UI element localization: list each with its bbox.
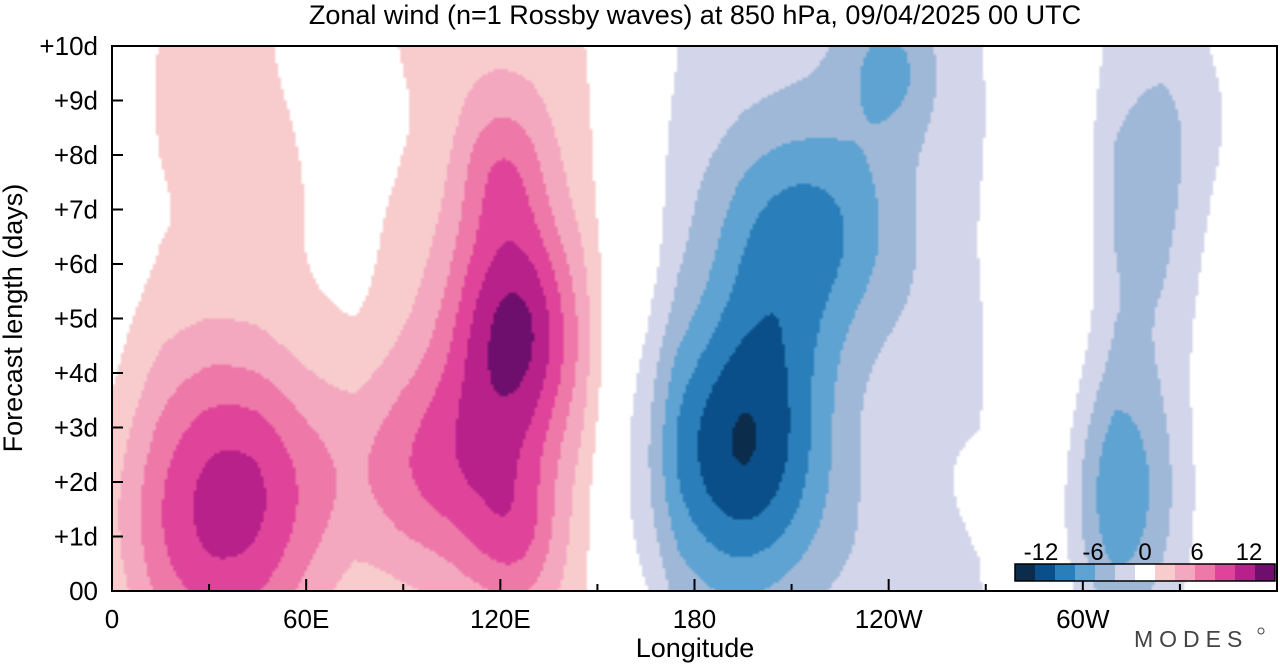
contour-field bbox=[112, 46, 1277, 591]
contour-raster bbox=[112, 46, 1277, 591]
y-tick-label: +4d bbox=[54, 358, 98, 388]
colorbar-swatch bbox=[1075, 564, 1096, 581]
colorbar-legend: -12 -6 0 6 12 bbox=[1014, 539, 1276, 582]
colorbar-swatch bbox=[1015, 564, 1036, 581]
x-tick-label: 60E bbox=[283, 604, 329, 634]
chart-title: Zonal wind (n=1 Rossby waves) at 850 hPa… bbox=[309, 0, 1081, 30]
colorbar-label: 6 bbox=[1190, 539, 1203, 566]
colorbar-swatch bbox=[1095, 564, 1116, 581]
y-axis: 00 +1d +2d +3d +4d +5d +6d +7d +8d +9d +10d bbox=[39, 31, 123, 606]
colorbar-swatch bbox=[1155, 564, 1176, 581]
y-tick-label: +9d bbox=[54, 86, 98, 116]
y-tick-label: +7d bbox=[54, 195, 98, 225]
y-tick-label: 00 bbox=[69, 576, 98, 606]
y-tick-label: +10d bbox=[39, 31, 98, 61]
y-tick-label: +3d bbox=[54, 413, 98, 443]
registered-mark-icon bbox=[1257, 627, 1265, 635]
y-tick-label: +1d bbox=[54, 522, 98, 552]
y-tick-label: +8d bbox=[54, 140, 98, 170]
colorbar-label: -12 bbox=[1024, 539, 1059, 566]
x-tick-label: 180 bbox=[673, 604, 716, 634]
colorbar-swatch bbox=[1135, 564, 1156, 581]
colorbar-swatch bbox=[1035, 564, 1056, 581]
x-axis: 0 60E 120E 180 120W 60W bbox=[105, 579, 1181, 634]
colorbar-label: 12 bbox=[1236, 539, 1263, 566]
y-axis-label: Forecast length (days) bbox=[0, 184, 28, 453]
y-tick-label: +6d bbox=[54, 249, 98, 279]
colorbar-label: 0 bbox=[1138, 539, 1151, 566]
x-tick-label: 0 bbox=[105, 604, 119, 634]
colorbar-swatch bbox=[1235, 564, 1256, 581]
colorbar-swatch bbox=[1175, 564, 1196, 581]
colorbar-swatch bbox=[1255, 564, 1276, 581]
y-tick-label: +2d bbox=[54, 467, 98, 497]
colorbar-frame bbox=[1014, 563, 1276, 582]
colorbar-swatch bbox=[1195, 564, 1216, 581]
x-tick-label: 120W bbox=[855, 604, 923, 634]
y-tick-label: +5d bbox=[54, 304, 98, 334]
colorbar-label: -6 bbox=[1082, 539, 1103, 566]
colorbar-swatch bbox=[1215, 564, 1236, 581]
x-axis-label: Longitude bbox=[636, 633, 755, 663]
x-tick-label: 120E bbox=[470, 604, 531, 634]
modes-logo: MODES bbox=[1134, 626, 1248, 652]
plot-area bbox=[111, 45, 1278, 592]
x-tick-label: 60W bbox=[1056, 604, 1110, 634]
colorbar-swatch bbox=[1055, 564, 1076, 581]
colorbar-swatch bbox=[1115, 564, 1136, 581]
